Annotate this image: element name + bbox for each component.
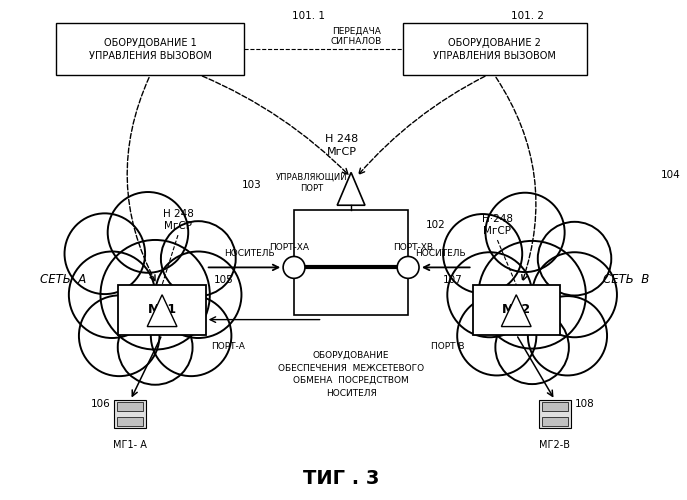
Text: ПОРТ-А: ПОРТ-А — [211, 342, 245, 351]
Text: ОБОРУДОВАНИЕ 1
УПРАВЛЕНИЯ ВЫЗОВОМ: ОБОРУДОВАНИЕ 1 УПРАВЛЕНИЯ ВЫЗОВОМ — [89, 38, 212, 60]
Text: MГ1- А: MГ1- А — [113, 440, 147, 450]
Bar — [542, 417, 568, 426]
Text: ПЕРЕДАЧА
СИГНАЛОВ: ПЕРЕДАЧА СИГНАЛОВ — [331, 26, 382, 46]
Polygon shape — [337, 172, 365, 205]
Text: ΤИГ . 3: ΤИГ . 3 — [304, 469, 380, 488]
Circle shape — [155, 252, 241, 338]
Circle shape — [495, 310, 569, 384]
Circle shape — [478, 241, 586, 348]
Bar — [56, 24, 245, 75]
Text: 107: 107 — [443, 275, 462, 285]
Bar — [539, 400, 571, 428]
Text: MГ2-В: MГ2-В — [539, 440, 570, 450]
Bar — [115, 400, 146, 428]
Text: ОБОРУДОВАНИЕ 2
УПРАВЛЕНИЯ ВЫЗОВОМ: ОБОРУДОВАНИЕ 2 УПРАВЛЕНИЯ ВЫЗОВОМ — [433, 38, 556, 60]
Bar — [403, 24, 587, 75]
Text: 104: 104 — [661, 170, 681, 180]
Bar — [473, 285, 560, 335]
Circle shape — [532, 252, 617, 338]
Bar — [118, 285, 205, 335]
Text: 102: 102 — [426, 220, 446, 230]
Circle shape — [528, 296, 607, 376]
Bar — [294, 210, 408, 314]
Circle shape — [161, 221, 236, 296]
Circle shape — [117, 310, 192, 384]
Text: Н·248
МгСР: Н·248 МгСР — [482, 214, 513, 236]
Text: 108: 108 — [575, 399, 594, 409]
Text: 101. 1: 101. 1 — [293, 12, 326, 22]
Circle shape — [108, 192, 188, 273]
Text: ОБОРУДОВАНИЕ
ОБЕСПЕЧЕНИЯ  МЕЖСЕТЕВОГО
ОБМЕНА  ПОСРЕДСТВОМ
НОСИТЕЛЯ: ОБОРУДОВАНИЕ ОБЕСПЕЧЕНИЯ МЕЖСЕТЕВОГО ОБМ… — [278, 351, 424, 398]
Polygon shape — [147, 294, 177, 326]
Text: ПОРТ-ХВ: ПОРТ-ХВ — [393, 243, 433, 252]
Text: НОСИТЕЛЬ: НОСИТЕЛЬ — [415, 249, 466, 258]
Circle shape — [100, 240, 210, 350]
Circle shape — [443, 214, 522, 294]
Text: 105: 105 — [214, 275, 234, 285]
Text: ПОРТ В: ПОРТ В — [431, 342, 464, 351]
Text: 101. 2: 101. 2 — [510, 12, 543, 22]
Bar — [117, 402, 144, 411]
Polygon shape — [502, 294, 531, 326]
Text: СЕТЬ  В: СЕТЬ В — [603, 274, 649, 286]
Text: ПОРТ-ХА: ПОРТ-ХА — [269, 243, 309, 252]
Circle shape — [538, 222, 611, 296]
Circle shape — [397, 256, 419, 278]
Text: УПРАВЛЯЮЩИЙ
ПОРТ: УПРАВЛЯЮЩИЙ ПОРТ — [275, 172, 347, 193]
Circle shape — [69, 252, 155, 338]
Bar — [117, 417, 144, 426]
Circle shape — [151, 296, 232, 376]
Text: СЕТЬ  А: СЕТЬ А — [40, 274, 86, 286]
Bar — [542, 402, 568, 411]
Text: Н 248
МгСР: Н 248 МгСР — [325, 134, 359, 157]
Circle shape — [283, 256, 305, 278]
Text: MГ2: MГ2 — [502, 303, 531, 316]
Text: 103: 103 — [242, 180, 261, 190]
Circle shape — [447, 252, 532, 338]
Circle shape — [486, 192, 565, 272]
Circle shape — [458, 296, 537, 376]
Text: 106: 106 — [91, 399, 111, 409]
Text: MГ1: MГ1 — [148, 303, 177, 316]
Text: НОСИТЕЛЬ: НОСИТЕЛЬ — [225, 249, 275, 258]
Circle shape — [79, 296, 159, 376]
Text: Н 248
МгСР: Н 248 МгСР — [163, 209, 194, 232]
Circle shape — [65, 214, 145, 294]
